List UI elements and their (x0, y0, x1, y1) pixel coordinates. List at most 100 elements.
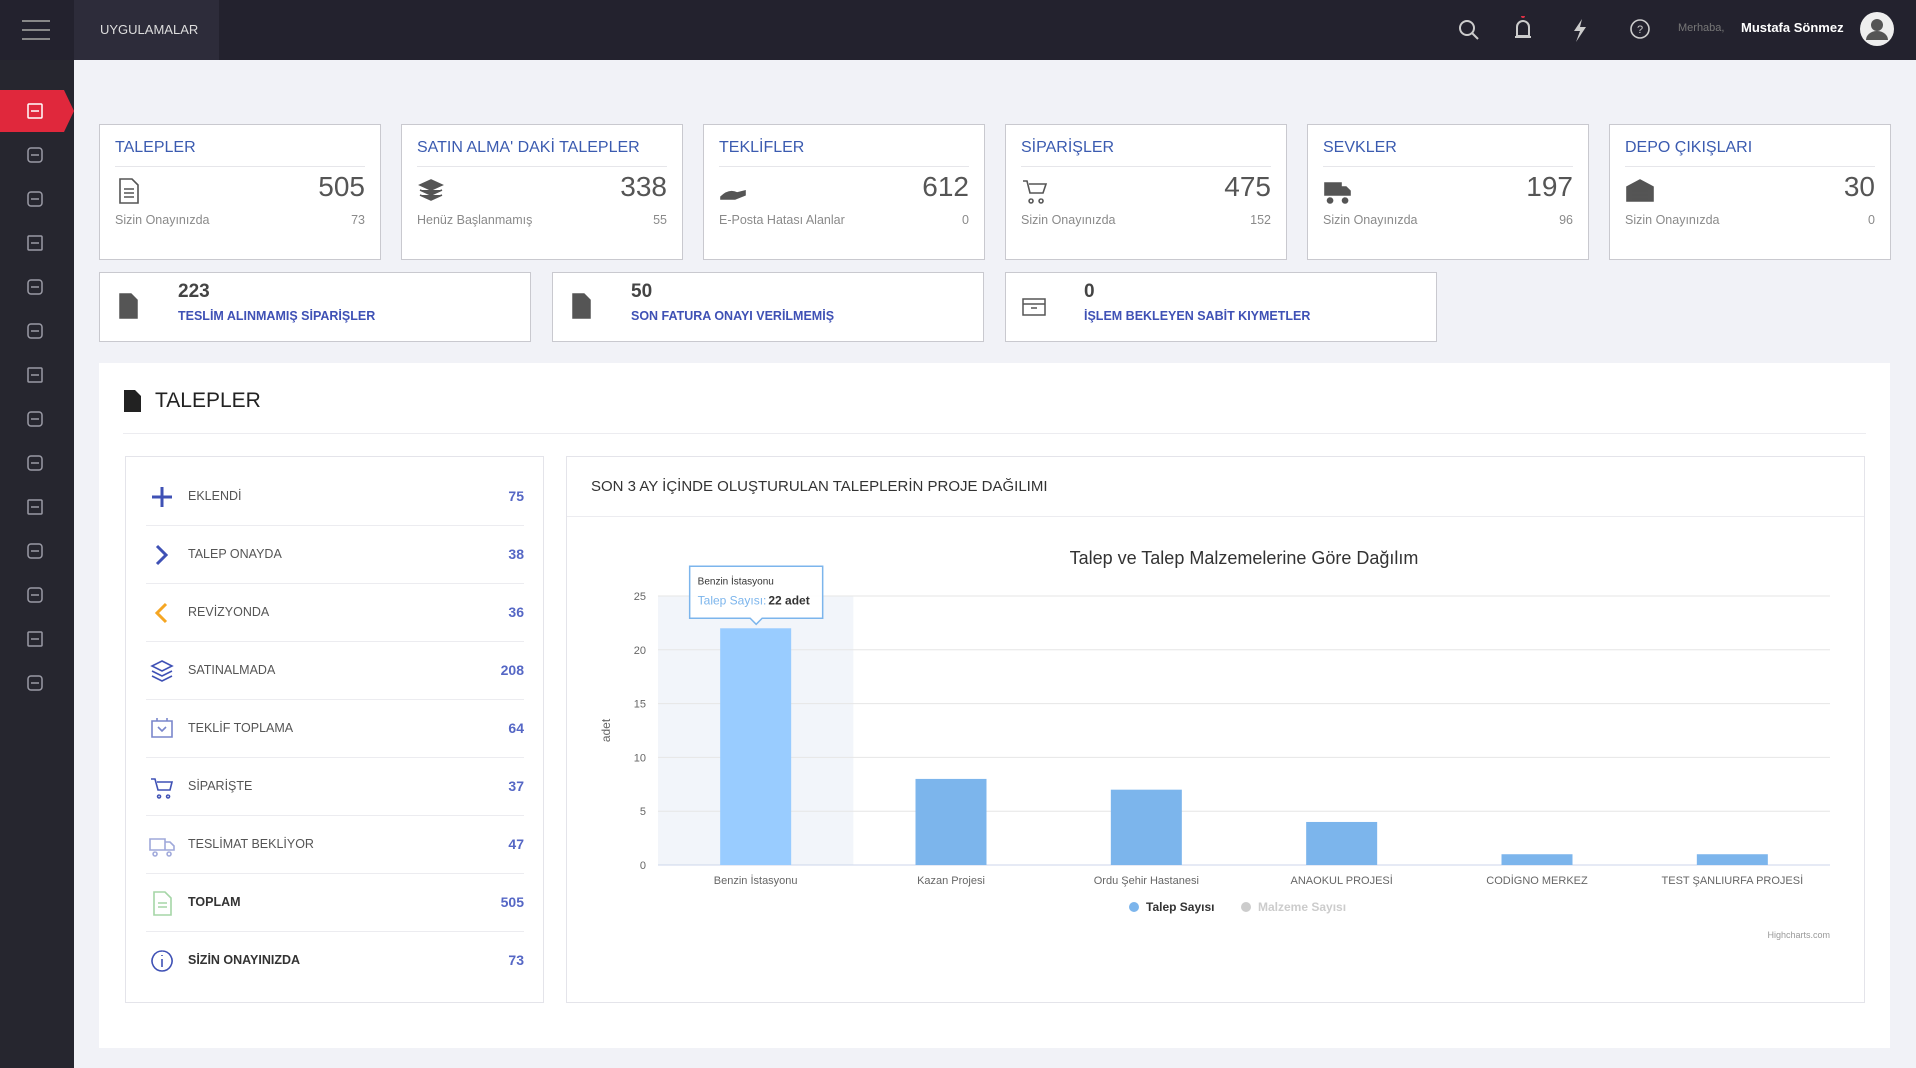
status-label: TOPLAM (188, 895, 241, 909)
summary-card[interactable]: 223 TESLİM ALINMAMIŞ SİPARİŞLER (99, 272, 531, 342)
icon-shape (1022, 298, 1046, 316)
status-icon (155, 544, 169, 566)
apps-menu[interactable]: UYGULAMALAR (74, 0, 219, 60)
x-tick-label: ANAOKUL PROJESİ (1291, 874, 1393, 887)
legend-marker (1241, 902, 1251, 912)
status-value: 47 (508, 836, 524, 852)
bell-icon[interactable] (1515, 16, 1531, 38)
bar (1110, 789, 1182, 865)
status-row[interactable]: TALEP ONAYDA 38 (146, 526, 524, 584)
card-value: 197 (1526, 171, 1573, 202)
sidebar-icon[interactable] (27, 103, 43, 119)
status-row[interactable]: SİPARİŞTE 37 (146, 758, 524, 816)
sidebar-icon[interactable] (27, 411, 43, 427)
summary-card[interactable]: 0 İŞLEM BEKLEYEN SABİT KIYMETLER (1005, 272, 1437, 342)
bar (915, 778, 987, 865)
card-value: 30 (1843, 171, 1875, 202)
sidebar (0, 60, 74, 1068)
sidebar-icon[interactable] (27, 499, 43, 515)
status-row[interactable]: EKLENDİ 75 (146, 468, 524, 526)
stat-card[interactable]: DEPO ÇIKIŞLARI 30 Sizin Onayınızda 0 (1609, 124, 1891, 260)
status-icon (153, 891, 172, 916)
summary-card[interactable]: 50 SON FATURA ONAYI VERİLMEMİŞ (552, 272, 984, 342)
card-title: TEKLİFLER (719, 139, 969, 167)
icon-shape (720, 189, 746, 200)
icon-shape (418, 179, 444, 201)
x-tick-label: CODİGNO MERKEZ (1486, 874, 1588, 887)
chart-title: Talep ve Talep Malzemelerine Göre Dağılı… (1070, 548, 1419, 568)
bolt-icon[interactable] (1574, 19, 1586, 42)
icon-shape (150, 660, 174, 682)
divider (123, 433, 1866, 434)
help-icon[interactable]: ? (1630, 19, 1650, 39)
y-axis-label: adet (599, 718, 613, 742)
status-row[interactable]: TOPLAM 505 (146, 874, 524, 932)
sidebar-icons (0, 90, 74, 691)
status-row[interactable]: REVİZYONDA 36 (146, 584, 524, 642)
status-label: SİPARİŞTE (188, 779, 253, 793)
sidebar-icon[interactable] (27, 279, 43, 295)
card-sub-value: 0 (962, 213, 969, 227)
legend-item[interactable]: Malzeme Sayısı (1241, 900, 1346, 914)
stat-card[interactable]: TALEPLER 505 Sizin Onayınızda 73 (99, 124, 381, 260)
status-row[interactable]: SATINALMADA 208 (146, 642, 524, 700)
sidebar-icon[interactable] (27, 235, 43, 251)
x-tick-label: TEST ŞANLIURFA PROJESİ (1662, 874, 1804, 887)
status-value: 73 (508, 952, 524, 968)
sidebar-icon[interactable] (27, 631, 43, 647)
icon-shape (149, 838, 175, 857)
icon-shape (1626, 179, 1654, 202)
sidebar-icon[interactable] (27, 587, 43, 603)
status-row[interactable]: TEKLİF TOPLAMA 64 (146, 700, 524, 758)
x-tick-label: Kazan Projesi (917, 875, 985, 887)
tooltip-body: Talep Sayısı: 22 adet (698, 593, 810, 607)
user-name[interactable]: Mustafa Sönmez (1741, 20, 1844, 35)
tooltip-value: 22 adet (768, 593, 809, 607)
card-icon (119, 293, 138, 319)
status-row[interactable]: TESLİMAT BEKLİYOR 47 (146, 816, 524, 874)
stat-card[interactable]: SİPARİŞLER 475 Sizin Onayınızda 152 (1005, 124, 1287, 260)
card-icon (720, 189, 746, 200)
sidebar-icon[interactable] (27, 367, 43, 383)
icon-shape (27, 543, 43, 559)
chart: Talep ve Talep Malzemelerine Göre Dağılı… (599, 548, 1830, 940)
status-icon (149, 838, 175, 857)
card-sub-value: 73 (351, 213, 365, 227)
card-sub-label: Sizin Onayınızda (1323, 213, 1418, 227)
section-icon (124, 390, 141, 412)
status-icon (151, 718, 173, 738)
status-value: 37 (508, 778, 524, 794)
card-icon (572, 293, 591, 319)
stat-card[interactable]: TEKLİFLER 612 E-Posta Hatası Alanlar 0 (703, 124, 985, 260)
sidebar-icon[interactable] (27, 455, 43, 471)
status-label: SATINALMADA (188, 663, 276, 677)
icon-shape (572, 293, 591, 319)
stat-card[interactable]: SATIN ALMA' DAKİ TALEPLER 338 Henüz Başlan… (401, 124, 683, 260)
sidebar-icon[interactable] (27, 675, 43, 691)
card-sub-label: E-Posta Hatası Alanlar (719, 213, 845, 227)
sidebar-icon[interactable] (27, 323, 43, 339)
search-icon[interactable] (1459, 20, 1479, 40)
card-sub-label: Sizin Onayınızda (1021, 213, 1116, 227)
menu-icon[interactable] (22, 19, 50, 41)
avatar[interactable] (1859, 11, 1895, 47)
icon-shape (151, 778, 174, 799)
card-value: 338 (620, 171, 667, 202)
card-value: 505 (318, 171, 365, 202)
card-icon (1022, 298, 1046, 316)
stat-card[interactable]: SEVKLER 197 Sizin Onayınızda 96 (1307, 124, 1589, 260)
y-tick-label: 25 (634, 591, 646, 603)
bar (1306, 821, 1378, 865)
sidebar-icon[interactable] (27, 191, 43, 207)
icon-shape (27, 411, 43, 427)
card-title: TALEPLER (115, 139, 365, 167)
legend-marker (1129, 902, 1139, 912)
sidebar-icon[interactable] (27, 147, 43, 163)
legend-item[interactable]: Talep Sayısı (1129, 900, 1214, 914)
bar (720, 628, 792, 865)
status-row[interactable]: SİZİN ONAYINIZDA 73 (146, 932, 524, 990)
card-icon (119, 178, 139, 204)
sidebar-icon[interactable] (27, 543, 43, 559)
icon-shape (1324, 182, 1351, 204)
status-icon (150, 660, 174, 682)
